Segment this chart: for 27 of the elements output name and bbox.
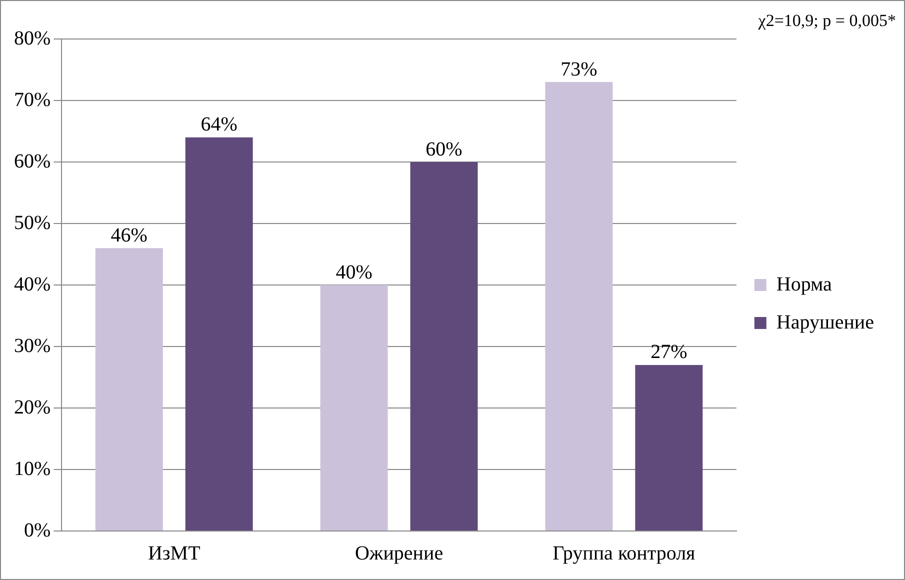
data-label: 64% (200, 114, 238, 136)
x-tick-label: ИзМТ (148, 542, 200, 564)
data-label: 60% (426, 138, 462, 160)
x-tick-label: Группа контроля (552, 542, 696, 564)
y-tick-label: 60% (14, 150, 51, 172)
y-tick-label: 50% (14, 212, 51, 234)
y-tick-label: 30% (14, 334, 51, 357)
legend-label: Нарушение (776, 311, 874, 334)
data-label: 27% (650, 341, 688, 364)
y-tick-label: 0% (24, 519, 51, 542)
bar (545, 82, 613, 530)
bar (410, 162, 478, 530)
data-label: 46% (110, 224, 148, 246)
bar (320, 285, 388, 530)
bar (185, 137, 253, 530)
bar (635, 364, 703, 530)
data-label: 73% (560, 58, 598, 80)
y-tick-label: 40% (14, 273, 51, 296)
y-tick-label: 70% (14, 88, 51, 111)
text: χ2=10,9; p = 0,005* (757, 10, 896, 30)
legend-label: Норма (776, 273, 832, 296)
bar (95, 248, 163, 530)
y-tick-label: 80% (14, 27, 51, 50)
data-label: 40% (336, 261, 372, 284)
x-tick-label: Ожирение (354, 542, 444, 564)
y-tick-label: 20% (14, 396, 51, 418)
y-tick-label: 10% (14, 458, 51, 480)
